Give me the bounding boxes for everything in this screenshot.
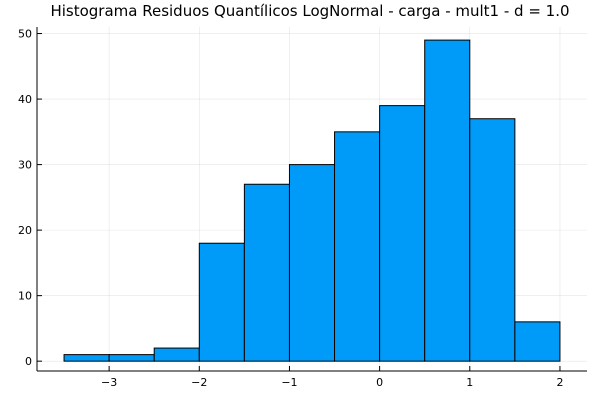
histogram-bar-7 [379, 105, 426, 362]
y-axis-ticks: 0 10 20 30 40 50 [18, 28, 42, 368]
y-tick-label-1: 10 [18, 290, 32, 303]
histogram-bar-2 [153, 347, 200, 362]
histogram-bar-5 [288, 164, 336, 362]
histogram-bar-8 [424, 39, 471, 362]
x-tick-label-1: −2 [191, 376, 207, 389]
histogram-bar-1 [108, 354, 155, 362]
histogram-bar-4 [243, 183, 290, 362]
axes [36, 27, 587, 372]
histogram-bar-3 [198, 242, 245, 362]
chart-title: Histograma Residuos Quantílicos LogNorma… [50, 2, 569, 20]
histogram-bar-10 [514, 321, 561, 362]
x-tick-label-2: −1 [281, 376, 297, 389]
y-tick-label-4: 40 [18, 93, 32, 106]
histogram-bar-0 [63, 354, 110, 362]
histogram-bar-6 [334, 131, 381, 362]
histogram-bars [63, 39, 561, 362]
y-tick-label-2: 20 [18, 224, 32, 237]
x-tick-label-5: 2 [556, 376, 563, 389]
y-tick-label-5: 50 [18, 28, 32, 41]
y-tick-label-3: 30 [18, 159, 32, 172]
y-tick-label-0: 0 [25, 355, 32, 368]
x-tick-label-4: 1 [466, 376, 473, 389]
x-tick-label-3: 0 [376, 376, 383, 389]
x-tick-label-0: −3 [101, 376, 117, 389]
histogram-bar-9 [469, 118, 516, 362]
x-axis-ticks: −3 −2 −1 0 1 2 [101, 366, 563, 389]
